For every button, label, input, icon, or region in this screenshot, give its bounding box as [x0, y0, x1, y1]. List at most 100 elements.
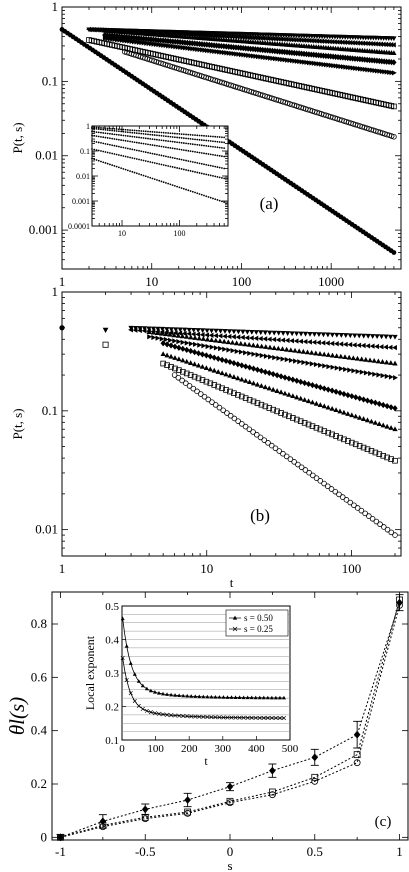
panel-a-series-4-marker [263, 54, 269, 61]
panel-a-inset-series-1-marker [214, 140, 217, 143]
panel-a-inset-series-3-marker [115, 138, 118, 141]
panel-b-series-6-marker [258, 401, 265, 408]
panel-a-series-4-marker [117, 37, 123, 43]
panel-b-series-6-marker [392, 457, 398, 464]
panel-a-inset-series-3-marker [93, 134, 96, 137]
panel-b-series-1-marker [172, 330, 178, 336]
panel-b-series-2-marker [292, 347, 298, 353]
panel-a-inset-series-1-marker [115, 130, 118, 132]
marker-cross-stroke [225, 715, 230, 720]
panel-c-inset-y-axis-label: Local exponent [83, 635, 97, 710]
panel-b-series-2-marker [354, 355, 361, 361]
panel-b-series-7-marker [261, 437, 268, 443]
panel-b-series-6-marker [246, 396, 253, 403]
panel-b-series-6-marker [219, 385, 225, 392]
panel-b-series-4-marker [180, 345, 186, 352]
panel-a-series-1-marker [385, 41, 391, 48]
panel-a-series-4-marker [231, 51, 237, 57]
panel-b-series-3-marker [318, 362, 323, 368]
panel-b-series-7-marker [336, 491, 342, 498]
panel-a-series-4-marker [319, 61, 324, 67]
panel-b-series-6-marker [360, 444, 367, 451]
panel-a-series-4-marker [146, 40, 152, 47]
panel-a-series-4-marker [311, 60, 317, 66]
panel-b-series-4-marker [215, 355, 221, 362]
panel-a-series-1-marker [293, 37, 299, 43]
panel-a-inset-series-5-marker [160, 163, 163, 166]
panel-a-inset-series-1-marker [176, 136, 179, 139]
panel-a-y-tick-label: 0.001 [29, 222, 58, 237]
panel-b-series-4-marker [317, 384, 323, 391]
panel-a-series-1-marker [326, 38, 332, 45]
panel-c-inset-series-0-marker [281, 695, 286, 700]
panel-c-inset-series-1-marker [253, 715, 258, 720]
panel-b-series-6-marker [231, 390, 237, 396]
panel-b-series-0-marker [217, 328, 224, 334]
panel-a-inset-series-0-marker [178, 133, 181, 135]
panel-b-series-6-marker [368, 448, 375, 454]
panel-a-inset-series-6-marker [147, 176, 149, 178]
panel-a-series-1-marker [237, 34, 243, 40]
panel-b-series-2-marker [158, 330, 165, 336]
panel-a-series-4-marker [282, 57, 288, 63]
panel-b-series-3-marker [168, 337, 173, 343]
panel-a-inset-series-2-marker [173, 141, 176, 143]
panel-a-inset-series-6-marker [160, 180, 163, 183]
panel-a-series-4-marker [158, 42, 164, 48]
panel-c-inset-series-0-marker [241, 695, 246, 700]
panel-a-x-tick-label: 100 [232, 274, 252, 289]
panel-b-series-2-marker [171, 332, 177, 338]
panel-b-series-0-marker [352, 333, 358, 339]
panel-a-x-tick-label: 1000 [318, 274, 344, 289]
panel-a-inset-series-4-marker [158, 154, 161, 156]
panel-c-inset-series-1-marker [152, 711, 157, 716]
panel-b-series-3-marker [251, 351, 257, 357]
panel-c-series-2-marker [311, 773, 319, 781]
marker-cross-stroke [265, 715, 270, 721]
panel-b-series-7-marker [362, 510, 368, 517]
panel-a-inset-series-0-marker [126, 129, 129, 131]
panel-a-inset-series-4-marker [218, 166, 221, 169]
panel-b-series-1-marker [369, 343, 375, 349]
panel-a-inset-series-4-marker [167, 155, 170, 158]
panel-b-series-1-marker [365, 343, 371, 349]
panel-b-series-6-marker [372, 449, 379, 456]
panel-a-series-4-marker [321, 61, 327, 68]
panel-a-inset-series-4-marker [214, 165, 217, 168]
panel-a-inset-series-0-marker [203, 134, 205, 137]
panel-a-inset-series-3-marker [113, 138, 116, 140]
panel-b-series-7-marker [369, 516, 376, 522]
panel-c-x-axis-label: s [227, 858, 232, 872]
panel-a-inset-series-6-marker [169, 183, 172, 186]
panel-b-series-4-marker [360, 396, 367, 403]
panel-a-inset-series-1-marker [102, 128, 105, 131]
panel-a-inset-series-6-marker [138, 173, 140, 175]
panel-a-inset-series-5-marker [196, 171, 199, 174]
panel-c-inset-y-tick-label: 0.3 [105, 668, 119, 680]
panel-b-series-4-marker [274, 372, 280, 379]
panel-a-inset-series-4-marker [189, 160, 192, 163]
panel-b-series-4-marker [231, 360, 237, 367]
panel-b-series-6-marker [172, 365, 178, 372]
panel-a-inset-series-3-marker [124, 139, 127, 142]
panel-a-inset-series-0-marker [191, 134, 194, 136]
panel-a-series-1-marker [375, 41, 381, 47]
panel-a-inset-series-0-marker [187, 133, 190, 136]
panel-a-series-1-marker [301, 37, 307, 43]
panel-a-series-4-marker [212, 48, 218, 54]
panel-b-series-6-marker [290, 415, 296, 421]
panel-b-series-4-marker [349, 393, 355, 400]
panel-a-inset-series-6-marker [187, 189, 190, 192]
panel-b-series-1-marker [342, 341, 348, 347]
panel-b-series-4-marker [309, 382, 316, 389]
panel-b-series-3-marker [230, 348, 236, 354]
panel-b-series-1-marker [374, 343, 380, 350]
panel-b-series-2-marker [300, 348, 306, 354]
panel-b-series-3-marker [309, 361, 315, 367]
panel-a-series-5-marker [391, 103, 397, 110]
panel-b-series-3-marker [151, 334, 157, 341]
panel-b-series-0-marker [141, 326, 148, 332]
panel-a-inset-series-1-marker [142, 132, 145, 135]
panel-b-series-6-marker [317, 426, 324, 433]
panel-a-inset-series-0-marker [156, 131, 158, 134]
